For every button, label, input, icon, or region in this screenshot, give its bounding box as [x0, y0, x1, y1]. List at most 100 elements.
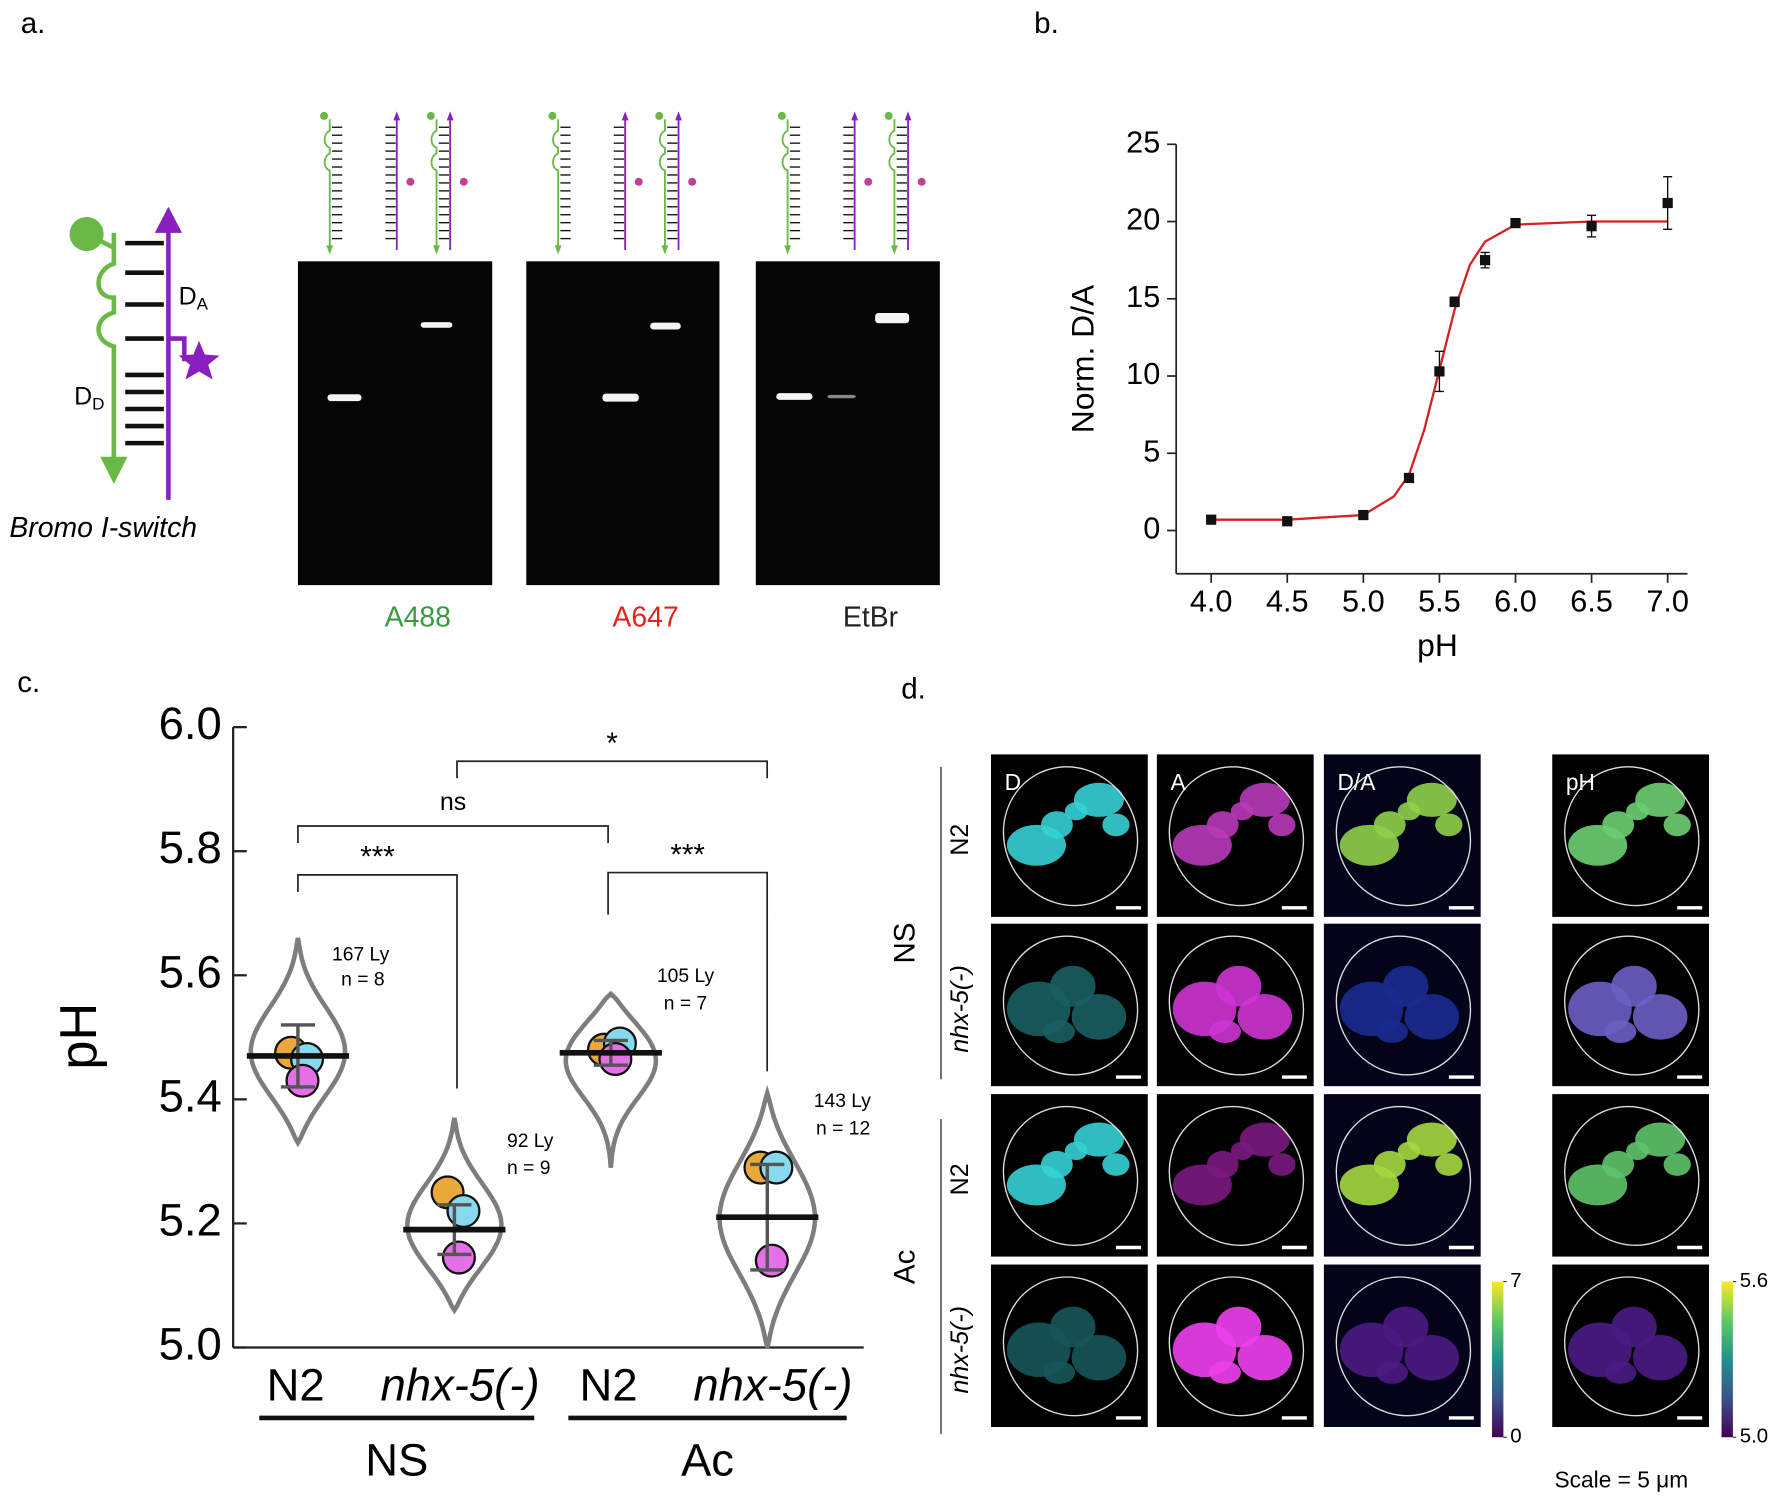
lysosome-signal	[1230, 802, 1254, 821]
violin	[717, 1084, 818, 1349]
replicate-mean	[598, 1041, 633, 1077]
count-label: n = 9	[507, 1158, 550, 1179]
gel-band	[327, 394, 362, 402]
colorbar	[1492, 1281, 1504, 1438]
icon-arrow	[784, 245, 792, 255]
lysosome-signal	[1040, 1150, 1073, 1179]
data-point	[1510, 217, 1521, 229]
significance-label: ns	[440, 788, 466, 816]
x-tick-label: 5.0	[1342, 584, 1385, 618]
x-tick-label: 5.5	[1418, 584, 1461, 618]
significance-label: ***	[360, 841, 395, 874]
lysosome-signal	[1397, 1141, 1421, 1161]
acceptor-dye	[178, 340, 220, 380]
lysosome-signal	[1602, 811, 1635, 839]
lysosome-signal	[1602, 1150, 1635, 1179]
row-label: nhx-5(-)	[946, 1306, 974, 1393]
y-axis-label: pH	[50, 1003, 108, 1070]
gel-image	[526, 261, 720, 586]
lysosome-signal	[1404, 1334, 1460, 1381]
strand-label-sub: A	[197, 294, 209, 313]
lysosome-signal	[1071, 994, 1127, 1040]
x-tick-label: nhx-5(-)	[381, 1359, 540, 1410]
data-point	[1403, 472, 1415, 484]
data-point	[1358, 509, 1369, 521]
cell-outline	[1564, 766, 1700, 907]
colorbar	[1721, 1281, 1733, 1438]
lysosome-signal	[1268, 1153, 1296, 1176]
icon-dye	[548, 111, 557, 120]
cell-outline	[1564, 935, 1700, 1076]
lysosome-signal	[1209, 1020, 1241, 1043]
icon-arrow	[851, 111, 859, 121]
gel-band	[875, 313, 910, 324]
data-point	[1586, 221, 1597, 232]
data-point	[1449, 296, 1460, 307]
lysosome-signal	[1215, 965, 1262, 1007]
icon-dye	[917, 177, 926, 186]
icon-donor	[430, 119, 438, 248]
strand-label-main: D	[74, 382, 92, 410]
lysosome-signal	[1237, 1334, 1293, 1381]
icon-arrow	[393, 111, 401, 121]
lysosome-signal	[1043, 1361, 1076, 1384]
cell-outline	[1168, 1105, 1305, 1246]
panel-label: c.	[17, 666, 40, 699]
y-tick-label: 5.0	[159, 1318, 222, 1369]
count-label: 143 Ly	[814, 1091, 872, 1112]
y-tick-label: 20	[1126, 203, 1160, 237]
icon-dye	[459, 177, 468, 186]
icon-dye	[884, 111, 893, 120]
gel-band	[650, 322, 681, 330]
gel-band	[420, 322, 453, 328]
data-point	[1434, 366, 1445, 377]
lysosome-signal	[1611, 1306, 1657, 1348]
panel-label: a.	[21, 7, 46, 40]
lysosome-signal	[1209, 1361, 1241, 1384]
construct-name: Bromo I-switch	[9, 512, 197, 544]
icon-donor	[552, 119, 560, 248]
icon-donor	[323, 119, 331, 248]
x-tick-label: 6.5	[1570, 584, 1613, 618]
strand-label: DA	[179, 282, 209, 313]
row-label: N2	[946, 824, 974, 856]
row-label: nhx-5(-)	[946, 965, 974, 1052]
icon-dye	[406, 177, 415, 186]
lysosome-signal	[1230, 1141, 1254, 1161]
gel-label: EtBr	[843, 602, 898, 634]
lysosome-signal	[1268, 813, 1296, 837]
column-label: A	[1170, 769, 1186, 795]
cell-outline	[1335, 1276, 1472, 1417]
lysosome-signal	[1373, 811, 1406, 839]
count-label: n = 8	[341, 970, 384, 991]
lysosome-signal	[1435, 1153, 1463, 1176]
data-point	[1206, 514, 1217, 525]
strand-label-sub: D	[92, 394, 104, 413]
significance-label: *	[606, 727, 618, 760]
row-label: N2	[946, 1163, 974, 1195]
panel-label: d.	[901, 673, 926, 706]
lysosome-signal	[1064, 802, 1088, 821]
violin	[563, 990, 659, 1168]
y-axis-label: Norm. D/A	[1065, 284, 1101, 433]
icon-donor	[658, 119, 666, 248]
acceptor-linker	[168, 336, 187, 362]
icon-dye	[688, 177, 697, 186]
violin	[248, 937, 348, 1148]
significance-bracket	[297, 825, 609, 844]
lysosome-signal	[1206, 1150, 1239, 1179]
column-label: D	[1005, 769, 1021, 795]
donor-dye	[69, 217, 104, 252]
count-label: 92 Ly	[507, 1131, 554, 1152]
count-label: 167 Ly	[332, 945, 390, 966]
y-tick-label: 6.0	[159, 698, 222, 749]
replicate-mean	[754, 1243, 789, 1278]
lysosome-signal	[1632, 994, 1688, 1040]
lysosome-signal	[1237, 994, 1293, 1040]
gel-label: A647	[612, 602, 678, 634]
lysosome-signal	[1632, 1334, 1688, 1381]
lysosome-signal	[1604, 1361, 1637, 1384]
y-tick-label: 10	[1126, 357, 1160, 391]
icon-arrow	[326, 245, 334, 255]
